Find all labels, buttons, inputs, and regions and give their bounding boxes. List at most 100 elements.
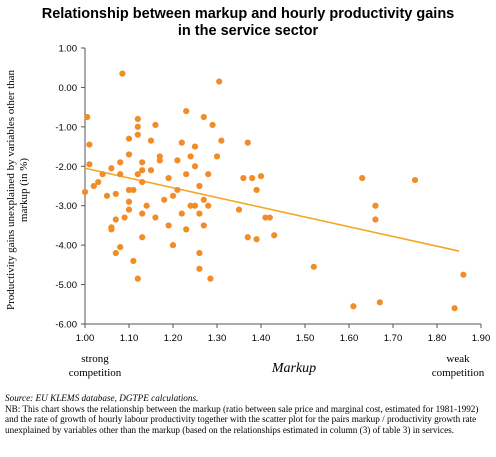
- chart-title-line2: in the service sector: [177, 23, 319, 39]
- data-point: [191, 163, 199, 170]
- data-point: [205, 202, 212, 209]
- data-point: [90, 182, 97, 190]
- x-tick-label: 1.70: [384, 333, 403, 344]
- data-point: [451, 305, 458, 312]
- data-point: [103, 192, 111, 199]
- data-point: [139, 178, 146, 186]
- data-point: [134, 123, 141, 130]
- data-point: [178, 210, 185, 217]
- data-point: [178, 139, 185, 146]
- data-point: [117, 171, 124, 178]
- data-point: [359, 175, 366, 182]
- data-point: [187, 202, 194, 209]
- source-note: Source: EU KLEMS database, DGTPE calcula…: [5, 393, 199, 403]
- data-point: [196, 182, 203, 190]
- y-tick-label: 1.00: [59, 44, 78, 55]
- data-point: [161, 196, 168, 203]
- x-tick-label: 1.40: [252, 333, 271, 344]
- data-point: [310, 263, 317, 270]
- trend-line: [84, 167, 460, 252]
- annotation-competition-left: competition: [69, 367, 122, 379]
- y-tick-label: -1.00: [55, 122, 77, 133]
- chart-title-line1: Relationship between markup and hourly p…: [41, 6, 455, 22]
- data-point: [205, 171, 212, 178]
- data-point: [86, 161, 93, 168]
- data-point: [183, 226, 190, 233]
- data-point: [376, 299, 383, 306]
- data-point: [112, 216, 119, 223]
- x-tick-label: 1.80: [428, 333, 447, 344]
- trend-line-group: [84, 167, 460, 252]
- annotation-competition-right: competition: [432, 367, 485, 379]
- annotation-weak: weak: [446, 353, 470, 365]
- data-point: [84, 113, 91, 121]
- data-point: [147, 167, 155, 174]
- data-point: [460, 271, 467, 278]
- x-tick-label: 1.60: [340, 333, 359, 344]
- data-point: [119, 70, 126, 77]
- data-point: [271, 232, 278, 239]
- data-point: [169, 192, 177, 199]
- data-point: [191, 202, 199, 209]
- data-point: [200, 222, 207, 229]
- data-point: [372, 202, 379, 209]
- data-point: [262, 214, 269, 221]
- scatter-chart: 1.00 0.00 -1.00 -2.00 -3.00 -4.00 -5.00 -6.00 1…: [5, 44, 491, 380]
- y-tick-label: -3.00: [55, 201, 77, 212]
- data-point: [165, 222, 172, 229]
- data-point: [108, 226, 115, 233]
- data-point: [134, 131, 141, 138]
- data-point: [134, 275, 141, 282]
- chart-title: Relationship between markup and hourly p…: [0, 6, 496, 40]
- data-point: [125, 206, 133, 213]
- data-point: [350, 303, 357, 310]
- data-point: [147, 137, 155, 144]
- x-tick-label: 1.00: [76, 333, 95, 344]
- data-point: [209, 121, 216, 128]
- data-point: [240, 175, 247, 182]
- data-point: [130, 257, 137, 265]
- y-tick-label: -5.00: [55, 280, 77, 291]
- data-point: [134, 171, 141, 178]
- x-tick-label: 1.90: [472, 333, 491, 344]
- data-point: [156, 153, 163, 160]
- data-point: [174, 186, 181, 194]
- data-point: [112, 190, 119, 197]
- data-point: [196, 210, 203, 217]
- data-point: [257, 173, 265, 180]
- data-point: [139, 167, 146, 174]
- data-point: [200, 113, 207, 121]
- y-tick-label: 0.00: [59, 83, 78, 94]
- data-point: [134, 115, 141, 123]
- x-axis-label: Markup: [271, 361, 316, 376]
- x-tick-label: 1.20: [164, 333, 183, 344]
- data-point: [196, 249, 203, 257]
- y-axis-label-line1: Productivity gains unexplained by variab…: [5, 69, 17, 310]
- data-point: [253, 186, 260, 194]
- data-point: [191, 143, 199, 150]
- chart-axes: [84, 48, 481, 325]
- data-point: [139, 210, 146, 217]
- data-point: [266, 214, 273, 221]
- x-axis-ticks: 1.00 1.10 1.20 1.30 1.40 1.50 1.60 1.70 1.80 1.90: [76, 324, 491, 344]
- data-point: [143, 202, 150, 209]
- data-point: [139, 159, 146, 166]
- data-point: [112, 249, 119, 257]
- annotation-strong: strong: [81, 353, 109, 365]
- data-point: [174, 157, 181, 164]
- data-point: [152, 214, 159, 221]
- data-point: [117, 159, 124, 166]
- data-point: [411, 176, 419, 184]
- data-point: [218, 137, 225, 144]
- data-point: [216, 78, 223, 85]
- data-point: [165, 175, 172, 182]
- y-tick-label: -6.00: [55, 320, 77, 331]
- data-point: [213, 153, 221, 160]
- x-tick-label: 1.50: [296, 333, 315, 344]
- data-point: [253, 236, 260, 243]
- data-point: [372, 216, 379, 223]
- data-point: [183, 171, 190, 178]
- data-point: [86, 141, 93, 148]
- data-point: [108, 165, 115, 172]
- y-axis-ticks: 1.00 0.00 -1.00 -2.00 -3.00 -4.00 -5.00 -6.00: [55, 44, 85, 331]
